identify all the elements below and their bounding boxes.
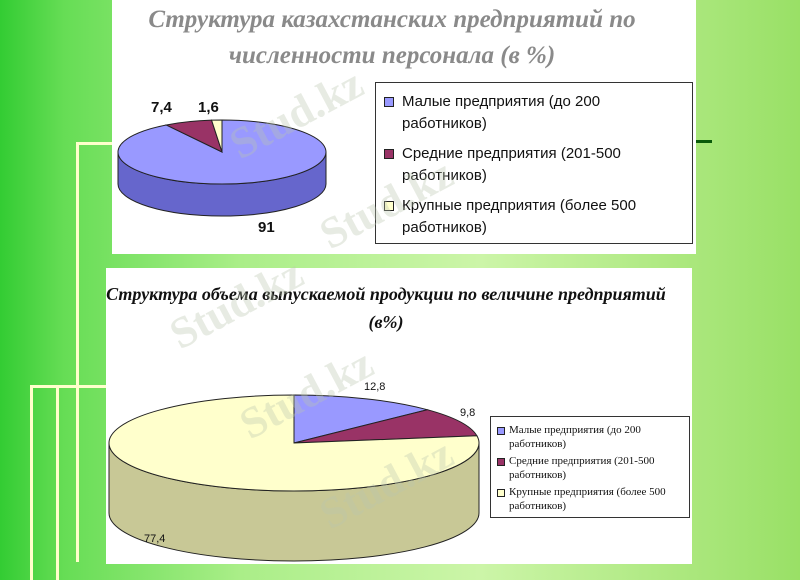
legend-swatch-small [384,97,394,107]
chart-legend: Малые предприятия (до 200 работников) Ср… [490,416,690,518]
legend-swatch-medium [384,149,394,159]
data-label: 91 [258,219,275,236]
chart-staff-structure: Структура казахстанских предприятий по ч… [112,0,696,254]
legend-swatch-large [497,489,505,497]
decorative-line [30,385,33,580]
legend-swatch-medium [497,458,505,466]
legend-swatch-large [384,201,394,211]
decorative-line [76,142,116,145]
legend-item-medium: Средние предприятия (201-500 работников) [497,454,685,482]
decorative-line [56,385,59,580]
legend-item-small: Малые предприятия (до 200 работников) [384,91,686,135]
chart-legend: Малые предприятия (до 200 работников) Ср… [375,82,693,244]
legend-item-medium: Средние предприятия (201-500 работников) [384,143,686,187]
chart-title: Структура казахстанских предприятий по ч… [148,6,636,69]
legend-item-large: Крупные предприятия (более 500 работнико… [384,195,686,239]
legend-label: Крупные предприятия (более 500 работнико… [402,197,637,236]
decorative-line [76,142,79,562]
legend-label: Средние предприятия (201-500 работников) [402,145,621,184]
data-label: 7,4 [151,99,173,116]
legend-item-large: Крупные предприятия (более 500 работнико… [497,485,685,513]
data-label: 77,4 [144,533,165,545]
legend-label: Малые предприятия (до 200 работников) [509,424,641,450]
decorative-dash [696,140,712,143]
data-label: 12,8 [364,381,385,393]
pie-slice [210,119,223,153]
legend-label: Средние предприятия (201-500 работников) [509,455,655,481]
data-label: 9,8 [460,407,475,419]
data-label: 1,6 [198,99,219,116]
legend-label: Малые предприятия (до 200 работников) [402,93,601,132]
legend-item-small: Малые предприятия (до 200 работников) [497,423,685,451]
pie-chart-output: 12,8 9,8 77,4 [108,381,480,562]
chart-output-structure: Структура объема выпускаемой продукции п… [106,268,692,564]
pie-slice [108,394,480,492]
pie-slice [293,409,478,444]
legend-label: Крупные предприятия (более 500 работнико… [509,486,666,512]
pie-chart-staff: 91 7,4 1,6 [117,99,327,236]
legend-swatch-small [497,427,505,435]
pie-slice [293,394,430,444]
decorative-line [30,385,110,388]
chart-title: Структура объема выпускаемой продукции п… [106,284,666,332]
